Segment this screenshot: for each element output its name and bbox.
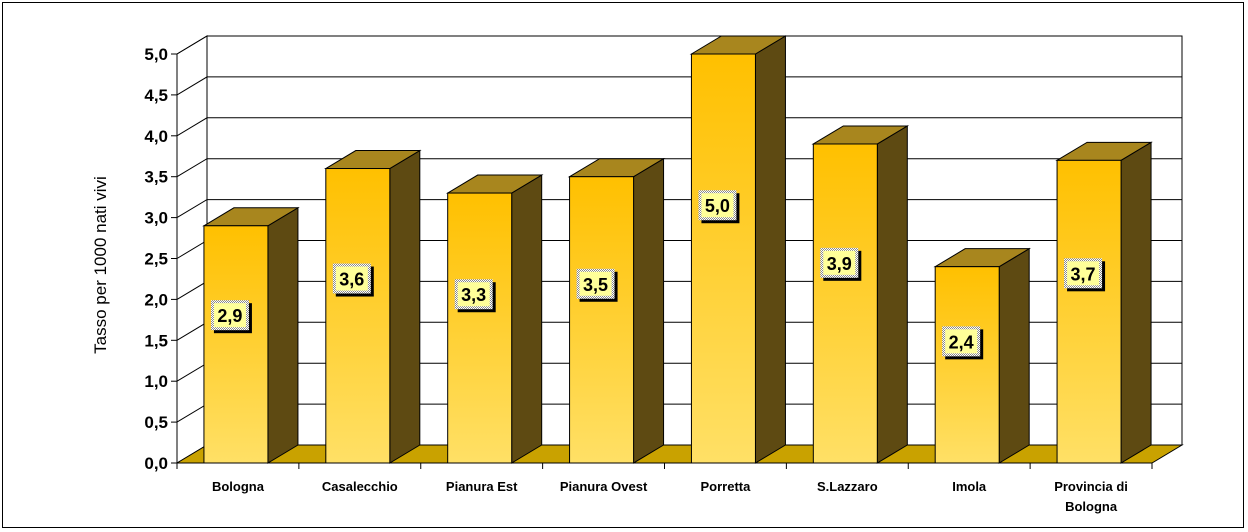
bars: 2,9 3,6 3,3 3,5 5,0 3,9 2,4 3,7 — [202, 35, 1153, 464]
data-label-2: 3,6 — [332, 263, 374, 297]
y-tick-label: 4,0 — [144, 127, 168, 146]
data-label-box — [945, 329, 978, 354]
y-tick-label: 5,0 — [144, 45, 168, 64]
category-label: Bologna — [212, 479, 265, 494]
bar-side-face — [389, 149, 421, 464]
data-label-4: 3,5 — [576, 268, 618, 302]
category-label: S.Lazzaro — [817, 479, 878, 494]
data-label-8: 3,7 — [1064, 258, 1106, 292]
category-label: Pianura Est — [446, 479, 518, 494]
bar-1: 2,9 — [202, 206, 300, 464]
data-label-5: 5,0 — [698, 190, 740, 224]
category-label: Porretta — [701, 479, 752, 494]
bar-side-face — [511, 174, 543, 464]
data-label-box — [701, 193, 734, 218]
category-label: Imola — [952, 479, 987, 494]
data-label-text: 3,5 — [583, 275, 608, 295]
y-tick-label: 0,0 — [144, 454, 168, 473]
category-label: Pianura Ovest — [560, 479, 648, 494]
y-tick-label: 2,5 — [144, 250, 168, 269]
data-label-box — [823, 250, 856, 275]
data-label-box — [213, 303, 246, 328]
data-label-text: 2,9 — [217, 306, 242, 326]
gridline — [176, 76, 1182, 96]
data-label-6: 3,9 — [820, 247, 862, 281]
data-label-text: 3,3 — [461, 285, 486, 305]
bar-front-face — [812, 143, 878, 464]
bar-2: 3,6 — [324, 149, 422, 464]
bar-side-face — [876, 125, 908, 464]
bar-side-face — [754, 35, 786, 464]
bar-6: 3,9 — [811, 125, 910, 464]
bar-side-face — [633, 157, 665, 464]
data-label-text: 3,7 — [1071, 264, 1096, 284]
gridline — [176, 35, 1182, 55]
y-tick-label: 0,5 — [144, 413, 168, 432]
bar-front-face — [690, 53, 756, 464]
bar-8: 3,7 — [1055, 141, 1153, 464]
gridline — [176, 117, 1182, 137]
data-label-text: 5,0 — [705, 196, 730, 216]
data-label-box — [1067, 261, 1100, 286]
y-tick-label: 1,0 — [144, 372, 168, 391]
data-label-3: 3,3 — [454, 279, 496, 313]
bar-front-face — [325, 168, 391, 464]
data-label-text: 3,9 — [827, 254, 852, 274]
y-tick-label: 2,0 — [144, 290, 168, 309]
data-label-1: 2,9 — [210, 300, 252, 334]
y-tick-label: 3,5 — [144, 168, 168, 187]
y-tick-label: 1,5 — [144, 331, 168, 350]
data-label-box — [579, 271, 612, 296]
category-label: Provincia di — [1054, 479, 1128, 494]
data-label-7: 2,4 — [942, 326, 984, 360]
category-label: Bologna — [1065, 499, 1118, 514]
bar-side-face — [267, 206, 299, 464]
bar-front-face — [569, 176, 635, 464]
data-label-box — [457, 282, 490, 307]
category-label: Casalecchio — [322, 479, 398, 494]
data-label-box — [335, 266, 368, 291]
y-axis: 0,0 0,5 1,0 1,5 2,0 2,5 3,0 3,5 4,0 4,5 5,0 — [144, 45, 178, 473]
y-tick-label: 3,0 — [144, 209, 168, 228]
bar-front-face — [1056, 159, 1122, 464]
bar-side-face — [1120, 141, 1152, 464]
bar-front-face — [203, 225, 269, 464]
bar-7: 2,4 — [933, 247, 1031, 464]
y-tick-label: 4,5 — [144, 86, 168, 105]
y-axis-label: Tasso per 1000 nati vivi — [91, 176, 110, 354]
bar-front-face — [447, 192, 513, 464]
data-label-text: 3,6 — [339, 270, 364, 290]
x-axis: Bologna Casalecchio Pianura Est Pianura Ove… — [176, 462, 1153, 514]
data-label-text: 2,4 — [949, 332, 974, 352]
bar-3: 3,3 — [445, 174, 544, 464]
bar-5: 5,0 — [689, 35, 788, 464]
bar-side-face — [998, 247, 1030, 464]
bar-4: 3,5 — [567, 157, 666, 464]
bar-front-face — [934, 266, 1000, 464]
